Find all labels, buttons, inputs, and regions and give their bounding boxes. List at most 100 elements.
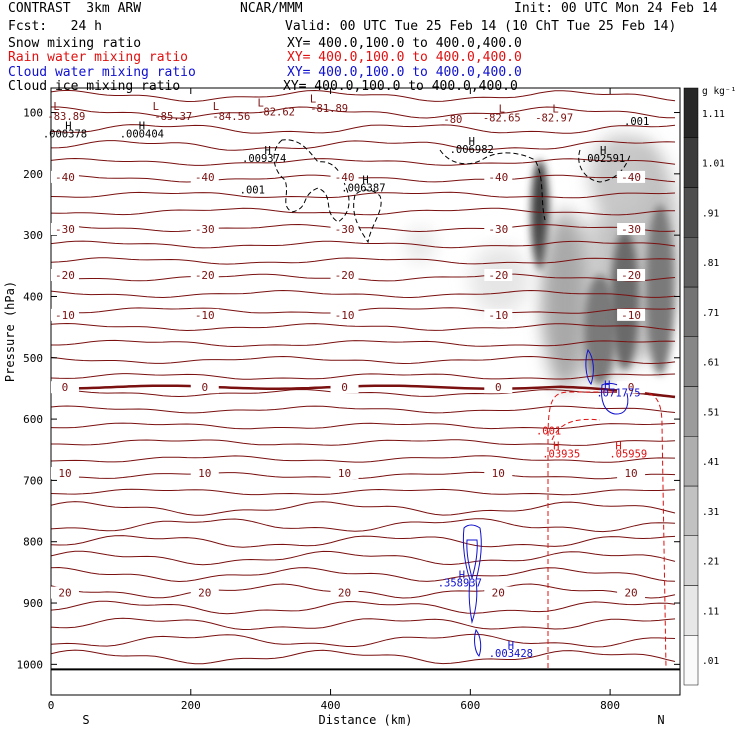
isotherm-line	[51, 501, 676, 516]
isotherm-label: -30	[488, 223, 508, 236]
annotation-label: H	[459, 570, 465, 582]
isotherm-label: -40	[488, 171, 508, 184]
isotherm-label-bg	[50, 467, 79, 480]
annotation-label: L	[310, 94, 316, 106]
colorbar-swatch	[683, 286, 699, 337]
valid-time: Valid: 00 UTC Tue 25 Feb 14 (10 ChT Tue …	[285, 19, 677, 34]
isotherm-label: 20	[198, 587, 211, 600]
isotherm-label: 0	[62, 381, 69, 394]
isotherm-label-bg	[50, 586, 79, 599]
isotherm-line	[51, 339, 676, 348]
colorbar-unit: g kg⁻¹	[702, 86, 736, 97]
isotherm-label-bg	[50, 223, 79, 236]
isotherm-label-bg	[617, 269, 646, 282]
colorbar-swatch	[683, 585, 699, 636]
isotherm-label-bg	[484, 170, 513, 183]
colorbar-tick-label: .41	[702, 457, 719, 468]
isotherm-label-bg	[50, 170, 79, 183]
isotherm-label-bg	[617, 170, 646, 183]
y-tick-label: 600	[23, 413, 43, 426]
annotation-label: H	[600, 145, 606, 157]
freezing-line	[51, 384, 676, 399]
isotherm-label-bg	[190, 170, 219, 183]
isotherm-labels: -40 -40 -40 -40 -40 -30 -30 -30 -30 -30 -20 -20 -20 -…	[50, 170, 646, 600]
x-tick-label: 0	[48, 699, 55, 712]
annotation-label: L	[53, 101, 59, 113]
isotherm-label: -10	[195, 309, 215, 322]
isotherm-label: -20	[488, 269, 508, 282]
annotation-label: H	[553, 441, 559, 453]
y-tick-label: 400	[23, 290, 43, 303]
annotation-label: H	[65, 121, 71, 133]
colorbar-tick-label: .71	[702, 308, 719, 319]
isotherm-label: 20	[624, 587, 637, 600]
annotation-label: .000404	[120, 129, 164, 141]
annotation-label: L	[213, 101, 219, 113]
isotherm-line	[51, 566, 676, 583]
isotherm-label: -20	[55, 269, 75, 282]
annotation-label: L	[552, 104, 558, 116]
isotherm-label-bg	[190, 381, 219, 394]
y-tick-label: 1000	[17, 658, 44, 671]
isotherm-label: -10	[335, 309, 355, 322]
colorbar-swatch	[683, 386, 699, 437]
annotation-label: -82.97	[535, 113, 573, 125]
isotherm-label-bg	[190, 269, 219, 282]
isotherm-line	[51, 471, 676, 480]
y-axis-title: Pressure (hPa)	[3, 281, 17, 382]
annotation-label: -82.62	[257, 107, 295, 119]
isotherm-label-bg	[484, 467, 513, 480]
colorbar-swatch	[683, 137, 699, 188]
snow-contour-3	[439, 149, 546, 221]
y-tick-label: 300	[23, 229, 43, 242]
isotherm-line	[51, 307, 676, 314]
snow-contour-1	[273, 139, 350, 223]
colorbar-swatch	[683, 535, 699, 586]
isotherm-label: -10	[55, 309, 75, 322]
isotherm-label: 10	[338, 467, 351, 480]
isotherm-label: -30	[195, 223, 215, 236]
isotherm-line	[51, 223, 676, 233]
isotherm-label: -40	[55, 171, 75, 184]
isotherm-line	[51, 388, 675, 398]
annotation-label: .006387	[341, 183, 385, 195]
isotherm-label-bg	[50, 308, 79, 321]
isotherm-line	[51, 535, 676, 548]
isotherm-label-bg	[190, 467, 219, 480]
isotherm-label: -20	[195, 269, 215, 282]
isotherm-line	[51, 455, 676, 463]
cloud-contour-5	[474, 628, 482, 657]
isotherm-label-bg	[617, 223, 646, 236]
isotherm-label: -20	[621, 269, 641, 282]
y-tick-label: 500	[23, 352, 43, 365]
isotherm-label-bg	[330, 308, 359, 321]
isotherm-label-bg	[484, 586, 513, 599]
forecast-hour: Fcst: 24 h	[8, 19, 102, 34]
field-cloud-xy: XY= 400.0,100.0 to 400.0,400.0	[287, 65, 522, 80]
isotherm-label-bg	[330, 381, 359, 394]
y-tick-label: 100	[23, 107, 43, 120]
snow-contour-4	[578, 149, 631, 183]
chart-annotations: L-83.89H.000378L-85.37H.000404L-84.56L-8…	[43, 94, 649, 660]
isotherm-label-bg	[330, 170, 359, 183]
annotation-label: -80	[443, 114, 462, 126]
cloud-contour-1	[585, 348, 594, 386]
colorbar: .01 .11 .21 .31 .41 .51 .61 .71 .81 .91 1.01 1.11 g …	[683, 86, 736, 686]
cloud-contour-4	[466, 539, 478, 580]
isotherm-label-bg	[190, 586, 219, 599]
isotherm-label-bg	[330, 223, 359, 236]
annotation-label: .002591	[581, 153, 625, 165]
isotherm-line	[51, 600, 676, 615]
y-tick-label: 200	[23, 168, 43, 181]
x-axis-title: Distance (km)	[319, 713, 413, 727]
annotation-label: .000378	[43, 129, 87, 141]
isotherm-label-bg	[330, 467, 359, 480]
isotherm-label: 20	[58, 587, 71, 600]
isotherm-label-bg	[484, 223, 513, 236]
annotation-label: .003428	[489, 648, 533, 660]
isotherm-line	[51, 649, 676, 665]
x-end-label-right: N	[657, 713, 664, 727]
isotherm-label: 0	[628, 381, 635, 394]
isotherm-line	[51, 405, 676, 414]
